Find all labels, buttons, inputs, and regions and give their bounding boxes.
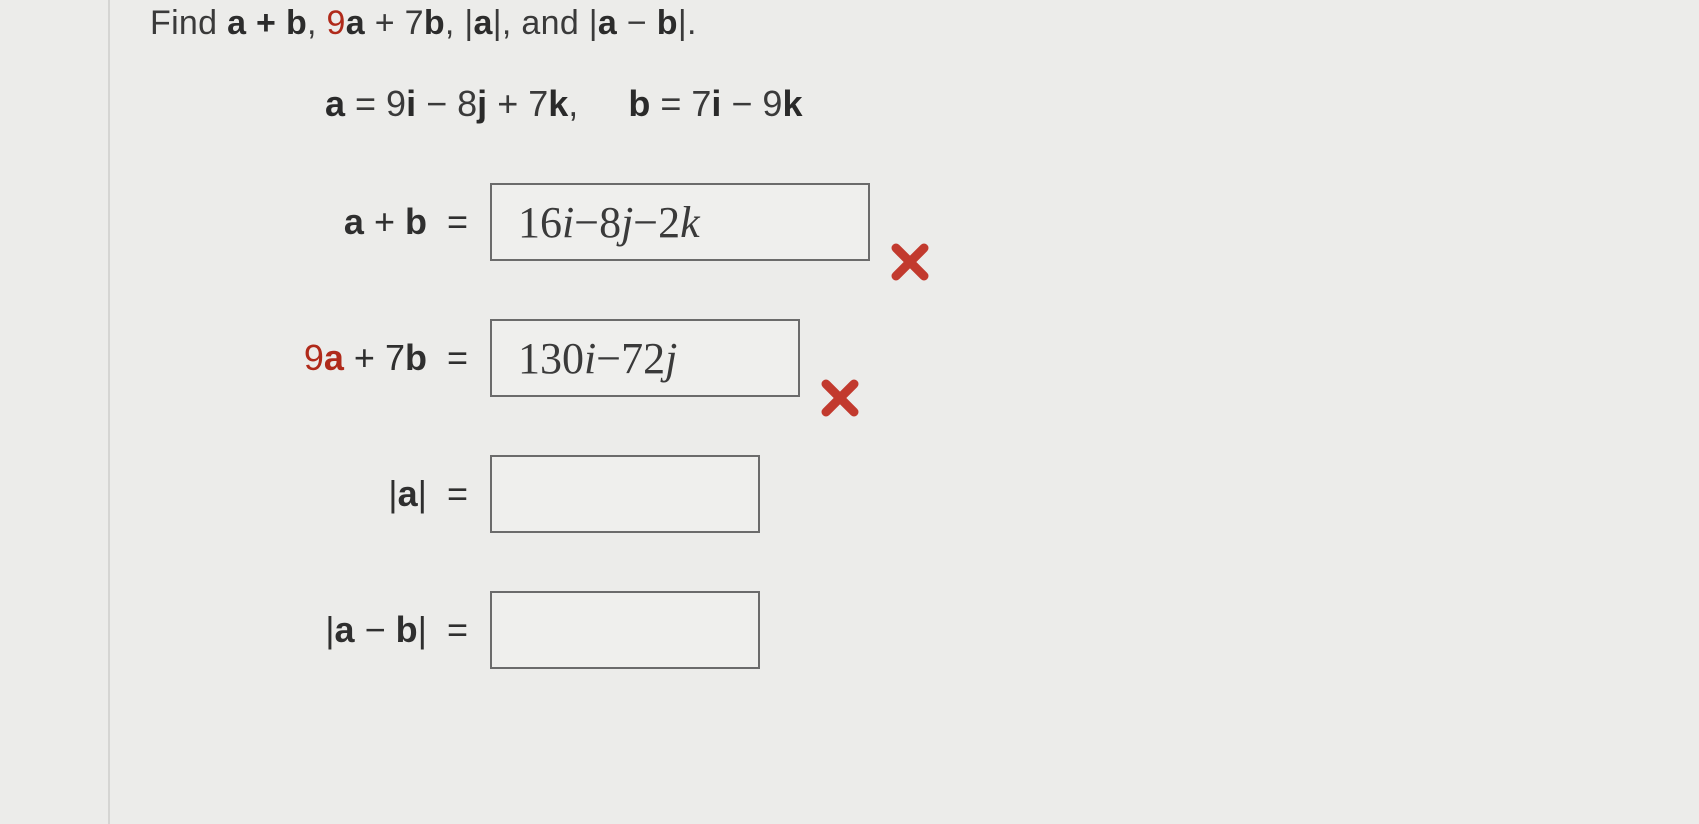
given-a-j: j bbox=[477, 83, 487, 124]
prompt-term-3-a: a bbox=[474, 4, 493, 42]
prompt-term-1: a + b bbox=[227, 4, 307, 42]
answer-input-9a-plus-7b[interactable]: 130i − 72j bbox=[490, 319, 800, 397]
given-a-eq: = 9 bbox=[345, 83, 406, 124]
prompt-end: . bbox=[687, 4, 697, 42]
prompt-term-4-close: | bbox=[678, 4, 687, 42]
given-a-m2: + 7 bbox=[487, 83, 548, 124]
given-b-eq: = 7 bbox=[650, 83, 711, 124]
given-b-label: b bbox=[628, 83, 650, 124]
label-mag-a-minus-b: |a − b| = bbox=[150, 609, 490, 651]
label-9a-plus-7b: 9a + 7b = bbox=[150, 337, 490, 379]
given-a-comma: , bbox=[568, 83, 578, 124]
row-mag-a-minus-b: |a − b| = bbox=[150, 588, 1699, 672]
answer-input-mag-a-minus-b[interactable] bbox=[490, 591, 760, 669]
given-vectors: a = 9i − 8j + 7k, b = 7i − 9k bbox=[150, 83, 1699, 125]
prompt-term-4-b: b bbox=[657, 4, 678, 42]
given-b-i: i bbox=[711, 83, 721, 124]
prompt-term-2-coef1: 9 bbox=[327, 4, 346, 42]
given-a-label: a bbox=[325, 83, 345, 124]
prompt-sep-3: , and bbox=[502, 4, 589, 42]
wrong-icon bbox=[890, 242, 930, 282]
prompt-sep-1: , bbox=[307, 4, 327, 42]
label-a-plus-b: a + b = bbox=[150, 201, 490, 243]
prompt-term-4-a: a bbox=[598, 4, 617, 42]
prompt-term-2-plus: + 7 bbox=[365, 4, 424, 42]
prompt-term-4-open: | bbox=[589, 4, 598, 42]
given-b-m1: − 9 bbox=[721, 83, 782, 124]
given-a-m1: − 8 bbox=[416, 83, 477, 124]
left-rule bbox=[108, 0, 110, 824]
row-a-plus-b: a + b = 16i − 8j − 2k bbox=[150, 180, 1699, 264]
given-a-k: k bbox=[548, 83, 568, 124]
wrong-icon bbox=[820, 378, 860, 418]
prompt-lead: Find bbox=[150, 4, 227, 42]
prompt-term-2-a: a bbox=[346, 4, 365, 42]
prompt-term-4-minus: − bbox=[617, 4, 657, 42]
row-9a-plus-7b: 9a + 7b = 130i − 72j bbox=[150, 316, 1699, 400]
prompt-term-3-close: | bbox=[493, 4, 502, 42]
prompt-term-3-open: | bbox=[464, 4, 473, 42]
answer-input-mag-a[interactable] bbox=[490, 455, 760, 533]
prompt-term-2-b: b bbox=[424, 4, 445, 42]
question-prompt: Find a + b, 9a + 7b, |a|, and |a − b|. bbox=[150, 4, 1699, 43]
row-mag-a: |a| = bbox=[150, 452, 1699, 536]
given-b-k: k bbox=[782, 83, 802, 124]
answer-rows: a + b = 16i − 8j − 2k 9a + 7b = 130i − 7… bbox=[150, 180, 1699, 672]
label-mag-a: |a| = bbox=[150, 473, 490, 515]
answer-input-a-plus-b[interactable]: 16i − 8j − 2k bbox=[490, 183, 870, 261]
prompt-sep-2: , bbox=[445, 4, 465, 42]
given-a-i: i bbox=[406, 83, 416, 124]
